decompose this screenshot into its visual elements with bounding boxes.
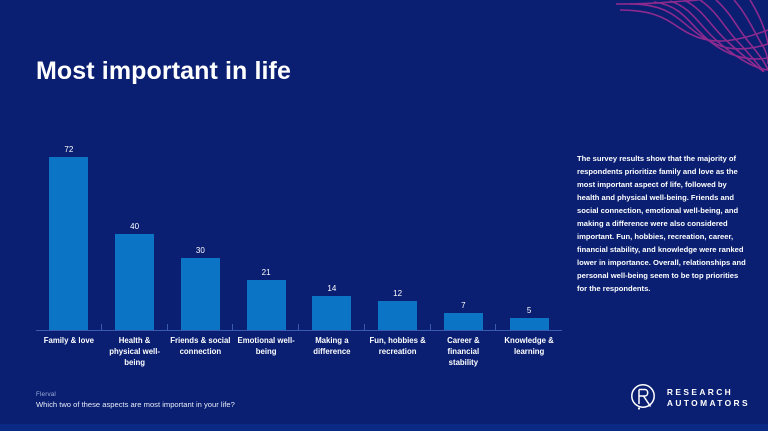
x-axis-line [36,330,562,331]
axis-tick [299,324,365,331]
x-axis-category-labels: Family & love Health & physical well-bei… [36,336,562,368]
bar-rect[interactable] [378,301,418,330]
research-automators-monogram-icon [630,384,655,410]
footer-question-text: Which two of these aspects are most impo… [36,400,235,409]
bar-value-label: 7 [461,301,466,310]
category-label: Knowledge & learning [504,336,554,356]
bottom-accent-strip [0,424,768,431]
bar-value-label: 40 [130,222,140,231]
axis-tick [365,324,431,331]
page-title: Most important in life [36,57,291,85]
footer: Flerval Which two of these aspects are m… [36,391,235,409]
bar-value-label: 5 [526,306,532,315]
logo-wordmark: RESEARCH AUTOMATORS [667,388,750,408]
logo-line-automators: AUTOMATORS [666,398,750,408]
bar-value-label: 14 [327,284,337,293]
bar-value-label: 12 [393,289,403,298]
wave-decoration [615,0,768,72]
category-label: Career & financial stability [447,336,480,367]
axis-tick [233,324,299,331]
bar-value-label: 30 [195,246,205,255]
summary-text: The survey results show that the majorit… [577,154,746,294]
bar-rect[interactable] [509,318,549,330]
logo: RESEARCH AUTOMATORS [630,383,750,413]
bar-group[interactable]: 40 [102,138,168,330]
bar-rect[interactable] [246,280,286,330]
category-label: Family & love [43,336,94,345]
bar-group[interactable]: 21 [233,138,299,330]
category-label: Health & physical well-being [109,336,160,367]
category-label: Making a difference [313,336,351,356]
footer-brand-label: Flerval [36,391,56,398]
axis-tick [36,324,102,331]
bar-group[interactable]: 12 [365,138,431,330]
axis-ticks [36,324,562,331]
bar-chart: 72 40 30 21 14 12 [36,138,562,378]
bar-group[interactable]: 30 [168,138,234,330]
category-label: Fun, hobbies & recreation [369,336,426,356]
bar-rect[interactable] [443,313,483,330]
bar-value-label: 72 [64,145,74,154]
bar-rect[interactable] [312,296,352,330]
bar-rect[interactable] [49,157,89,330]
category-label: Emotional well-being [237,336,295,356]
category-label: Friends & social connection [170,336,231,356]
bar-group[interactable]: 72 [36,138,102,330]
chart-plot-area: 72 40 30 21 14 12 [36,138,562,330]
bar-rect[interactable] [180,258,220,330]
axis-tick [431,324,497,331]
axis-tick [168,324,234,331]
bar-group[interactable]: 5 [496,138,562,330]
logo-line-research: RESEARCH [666,387,734,398]
bar-value-label: 21 [261,268,271,277]
bar-rect[interactable] [115,234,155,330]
bar-group[interactable]: 7 [431,138,497,330]
axis-tick [102,324,168,331]
bar-group[interactable]: 14 [299,138,365,330]
